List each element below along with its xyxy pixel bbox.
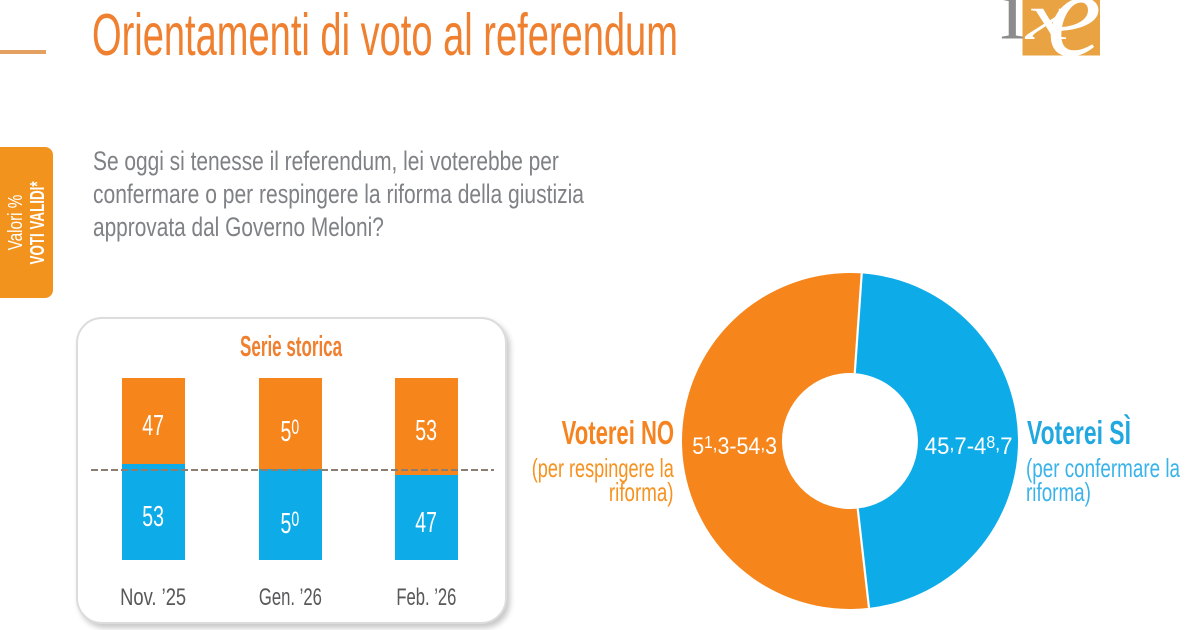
svg-text:x: x xyxy=(1025,0,1069,54)
svg-text:e: e xyxy=(1047,0,1101,62)
svg-text:i: i xyxy=(1000,0,1024,59)
